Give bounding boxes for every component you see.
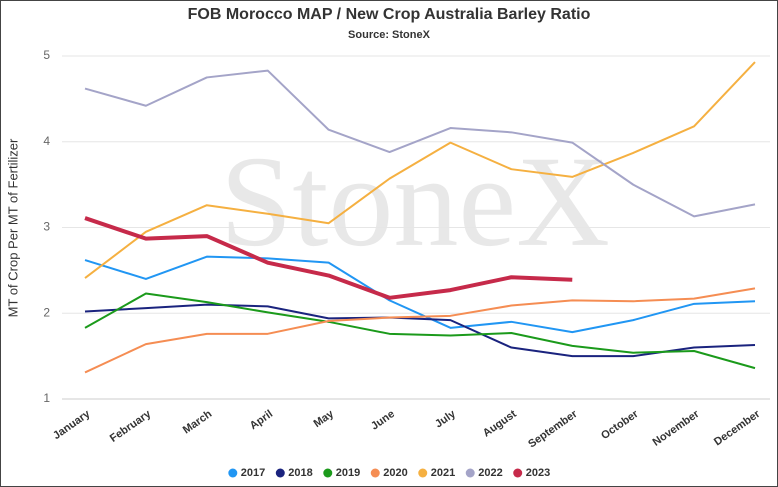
chart-subtitle: Source: StoneX bbox=[348, 29, 431, 41]
legend-marker bbox=[228, 468, 238, 478]
legend-label: 2019 bbox=[336, 467, 360, 479]
legend-label: 2022 bbox=[478, 467, 502, 479]
legend-marker bbox=[323, 468, 333, 478]
series-line bbox=[84, 216, 573, 300]
legend-marker bbox=[465, 468, 475, 478]
chart-title: FOB Morocco MAP / New Crop Australia Bar… bbox=[188, 6, 591, 23]
legend-label: 2020 bbox=[383, 467, 407, 479]
legend-label: 2021 bbox=[431, 467, 455, 479]
series-line bbox=[84, 69, 756, 218]
series-line bbox=[84, 292, 756, 370]
watermark: StoneX bbox=[220, 130, 610, 274]
y-tick-label: 5 bbox=[43, 48, 50, 62]
legend-label: 2018 bbox=[288, 467, 312, 479]
y-tick-label: 1 bbox=[43, 391, 50, 405]
y-tick-label: 2 bbox=[43, 305, 50, 319]
series-line bbox=[84, 255, 756, 334]
legend-marker bbox=[275, 468, 285, 478]
legend: 2017 2018 2019 2020 2021 2022 2023 bbox=[228, 467, 550, 479]
y-tick-label: 3 bbox=[43, 220, 50, 234]
series-line bbox=[84, 303, 756, 358]
y-axis-label: MT of Crop Per MT of Fertilizer bbox=[5, 138, 20, 317]
series-line bbox=[84, 61, 756, 279]
series-line bbox=[84, 287, 756, 374]
legend-marker bbox=[370, 468, 380, 478]
legend-marker bbox=[418, 468, 428, 478]
y-tick-label: 4 bbox=[43, 134, 50, 148]
legend-marker bbox=[513, 468, 523, 478]
legend-label: 2017 bbox=[241, 467, 265, 479]
legend-label: 2023 bbox=[526, 467, 550, 479]
